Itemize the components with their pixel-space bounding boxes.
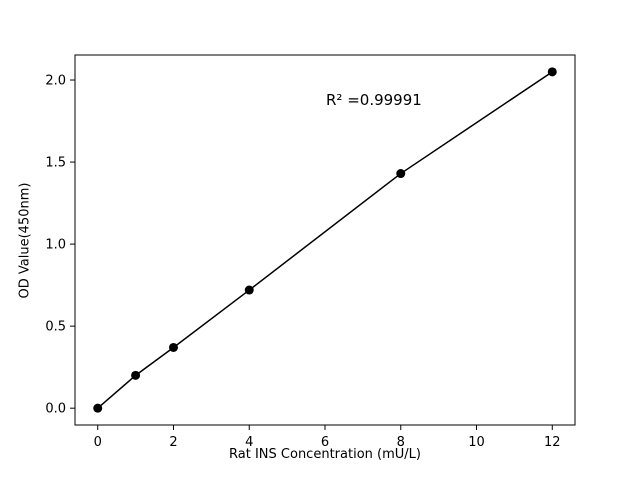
x-tick-label: 12: [544, 435, 561, 450]
y-tick-label: 0.5: [45, 320, 66, 335]
axes-frame: [74, 54, 576, 426]
r-squared-annotation: R² =0.99991: [326, 91, 422, 109]
x-tick-label: 10: [468, 435, 485, 450]
x-tick-label: 8: [397, 435, 405, 450]
y-tick-label: 1.5: [45, 156, 66, 171]
y-tick-label: 1.0: [45, 238, 66, 253]
y-tick-label: 2.0: [45, 74, 66, 89]
data-line: [97, 71, 553, 409]
x-axis-label: Rat INS Concentration (mU/L): [229, 447, 421, 462]
data-point-marker: [396, 169, 406, 179]
x-tick-label: 4: [245, 435, 253, 450]
y-tick-label: 0.0: [45, 402, 66, 417]
x-tick-label: 6: [321, 435, 329, 450]
data-point-marker: [547, 67, 557, 77]
x-tick-label: 2: [169, 435, 177, 450]
data-point-marker: [244, 285, 254, 295]
x-tick-label: 0: [94, 435, 102, 450]
data-point-marker: [93, 403, 103, 413]
data-point-marker: [168, 342, 178, 352]
y-axis-label: OD Value(450nm): [17, 182, 33, 299]
data-point-marker: [131, 370, 141, 380]
